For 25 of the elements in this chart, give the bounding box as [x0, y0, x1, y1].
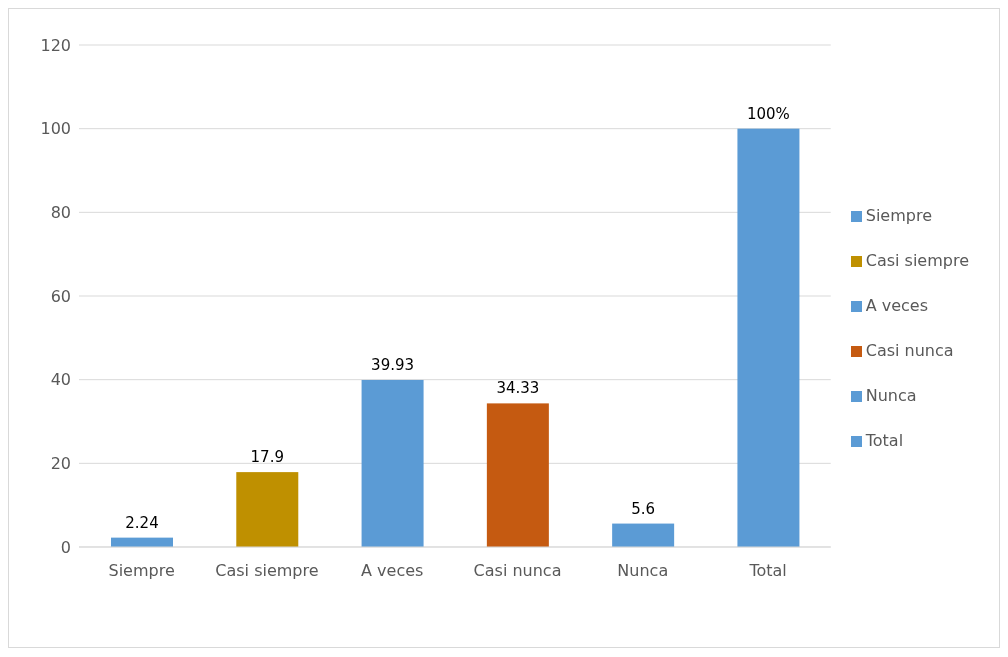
x-tick-label: Siempre: [108, 561, 175, 581]
x-tick-label: A veces: [361, 561, 424, 581]
y-tick-label: 100: [40, 119, 71, 139]
y-tick-label: 60: [50, 286, 71, 306]
y-tick-label: 120: [40, 35, 71, 55]
x-tick-label: Total: [748, 561, 787, 581]
y-tick-label: 40: [50, 370, 71, 390]
data-label: 39.93: [371, 355, 415, 374]
data-label: 2.24: [125, 513, 159, 532]
data-label: 100%: [746, 104, 790, 123]
legend-label: Nunca: [865, 386, 917, 405]
x-tick-label: Nunca: [617, 561, 669, 581]
x-tick-label: Casi nunca: [473, 561, 562, 581]
legend-label: Total: [865, 431, 904, 450]
legend-label: A veces: [865, 296, 929, 315]
y-tick-label: 80: [50, 203, 71, 223]
y-tick-label: 0: [60, 537, 71, 557]
x-tick-label: Casi siempre: [215, 561, 319, 581]
data-label: 5.6: [631, 499, 656, 518]
legend-label: Siempre: [865, 206, 932, 225]
data-label: 17.9: [250, 448, 284, 467]
legend-label: Casi siempre: [865, 251, 969, 270]
legend-label: Casi nunca: [865, 341, 954, 360]
y-tick-label: 20: [50, 454, 71, 474]
data-label: 34.33: [496, 379, 540, 398]
